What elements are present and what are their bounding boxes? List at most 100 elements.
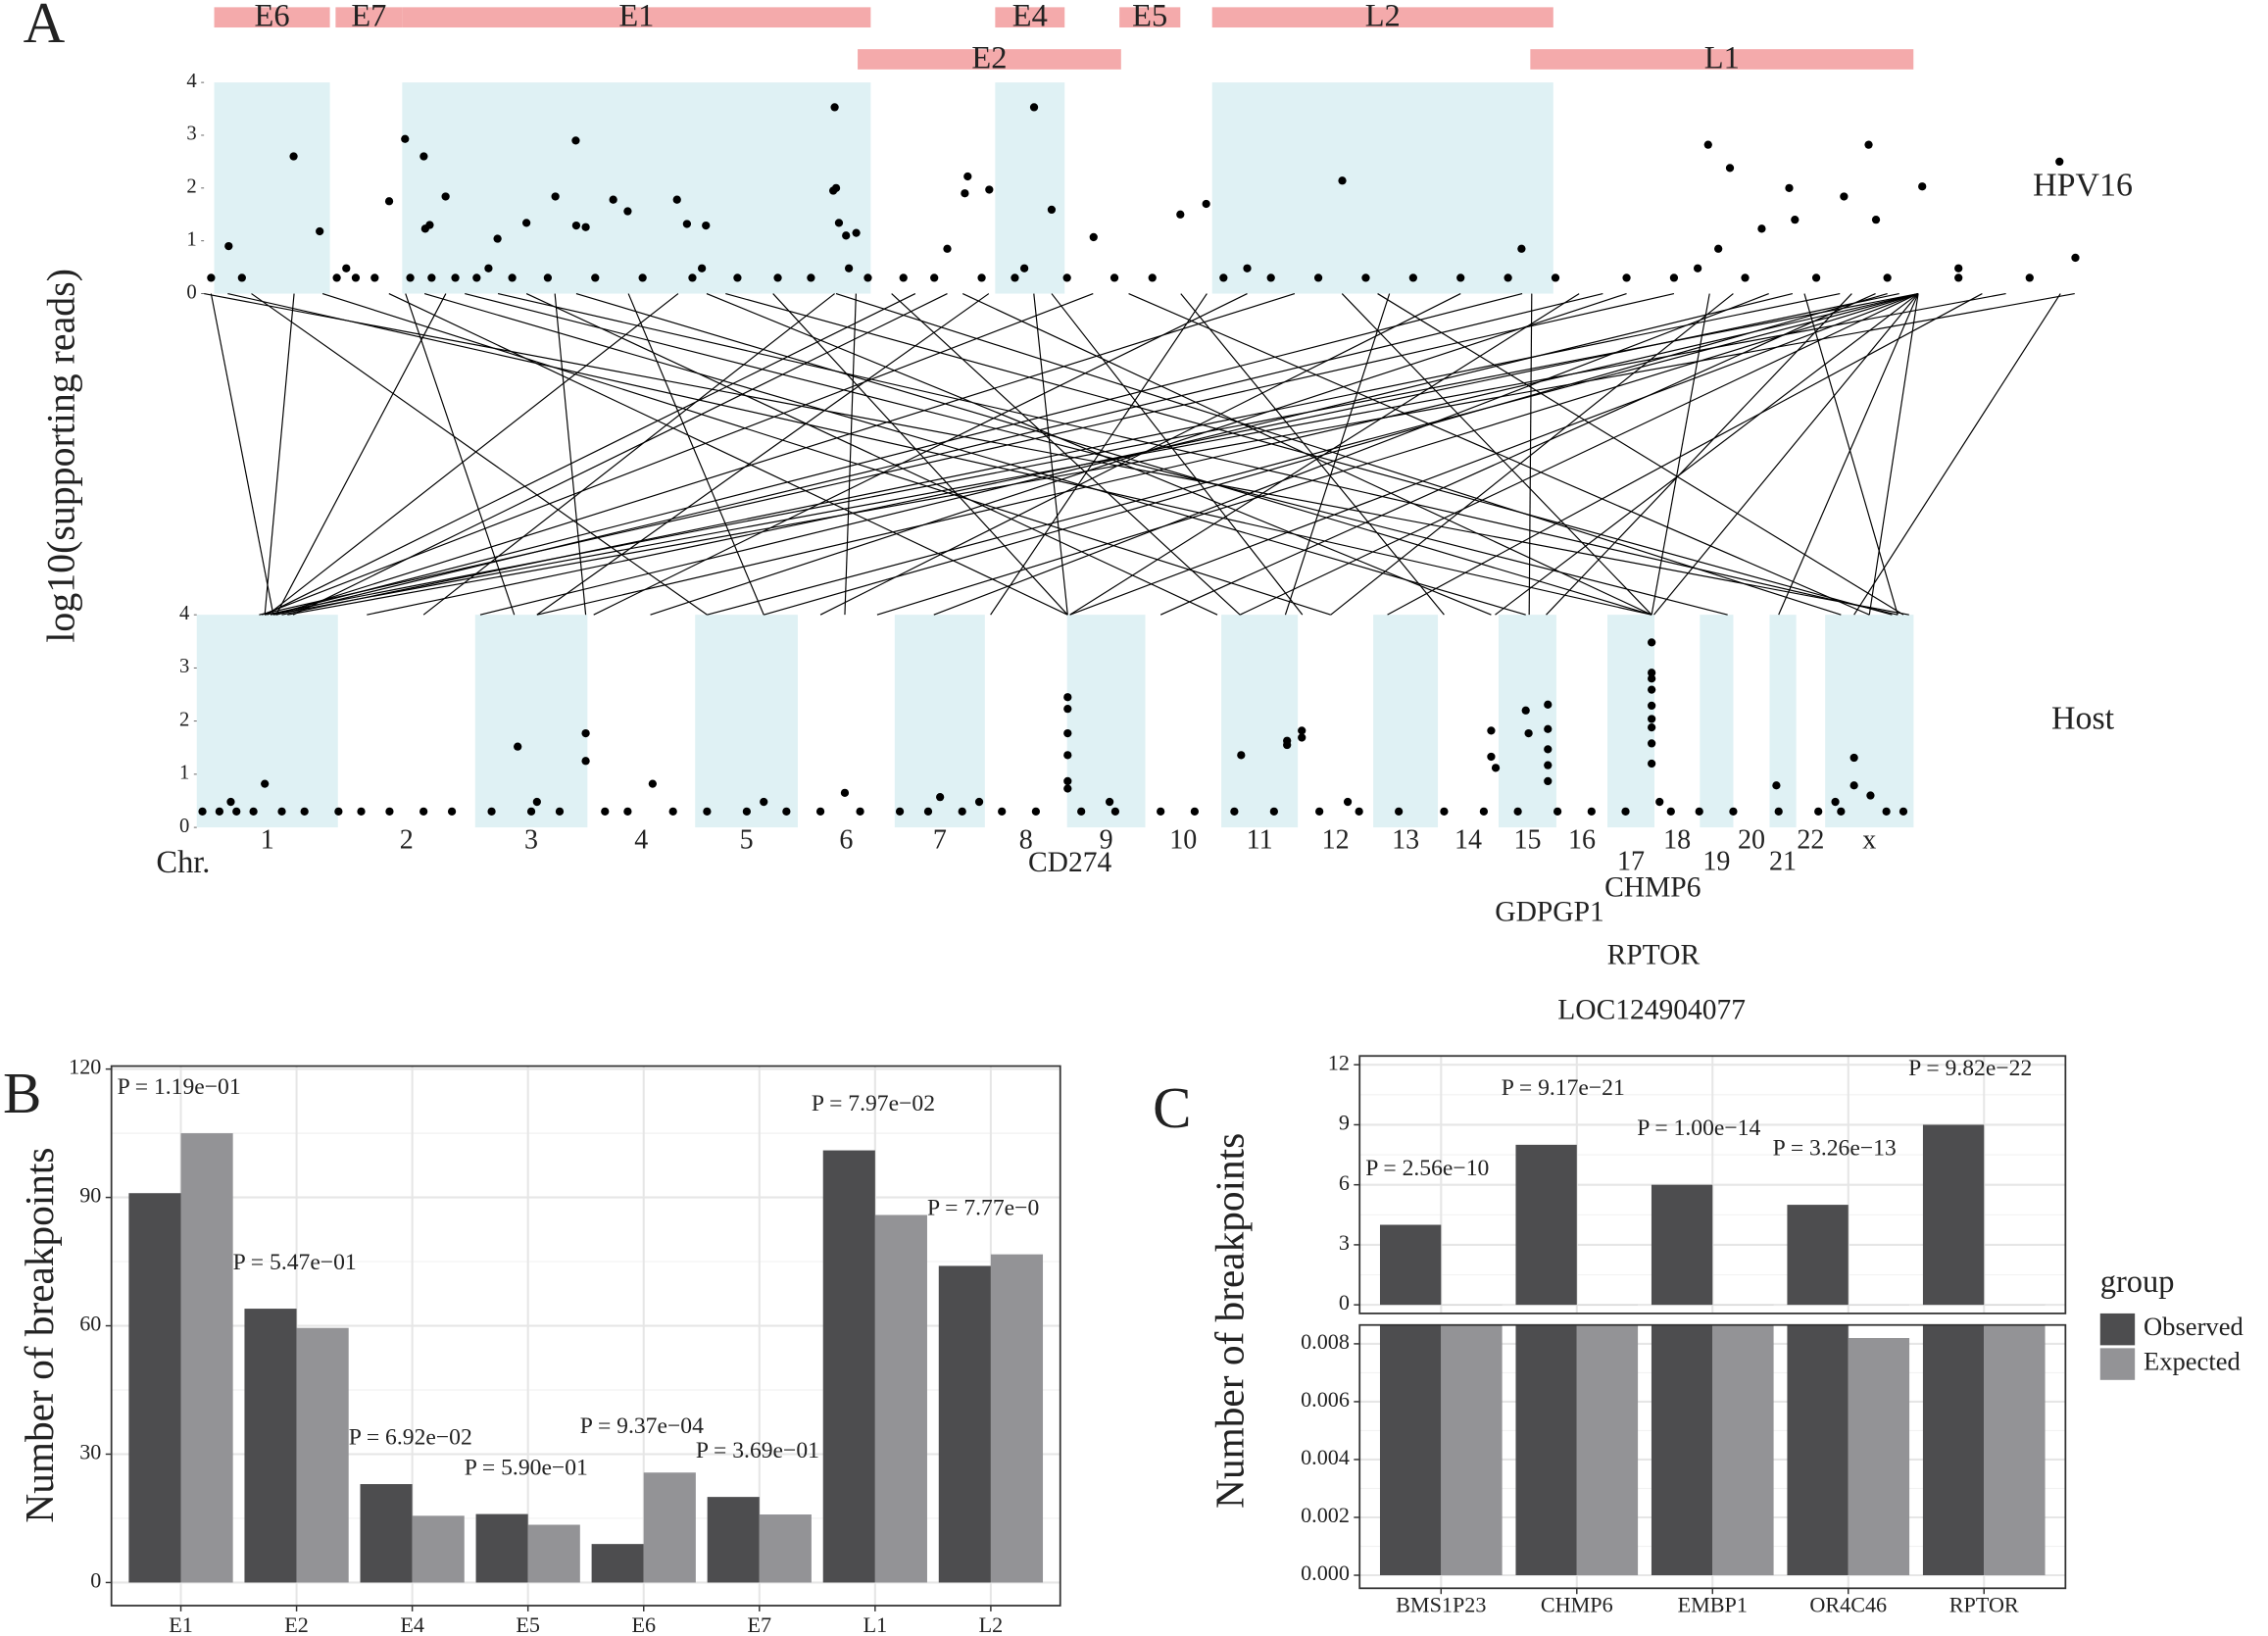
point bbox=[1487, 752, 1496, 762]
point bbox=[1029, 103, 1039, 112]
point bbox=[1440, 807, 1449, 816]
point bbox=[1219, 273, 1228, 282]
gene-box bbox=[402, 7, 871, 28]
point bbox=[1840, 192, 1849, 201]
point bbox=[224, 241, 233, 251]
point bbox=[782, 807, 791, 816]
bar bbox=[990, 1254, 1044, 1583]
integration-link bbox=[1128, 293, 1870, 616]
point bbox=[370, 273, 379, 282]
point bbox=[521, 219, 531, 227]
bar bbox=[759, 1514, 812, 1583]
point bbox=[1063, 751, 1072, 760]
integration-link bbox=[1853, 293, 2061, 616]
p-value-label: P = 3.69e−01 bbox=[696, 1438, 819, 1463]
bar bbox=[1515, 1324, 1577, 1576]
point bbox=[1110, 807, 1120, 816]
point bbox=[261, 779, 270, 788]
point bbox=[668, 807, 677, 816]
point bbox=[1791, 216, 1800, 224]
integration-link bbox=[275, 292, 1603, 616]
point bbox=[856, 807, 864, 816]
point bbox=[384, 197, 394, 206]
p-value-label: P = 2.56e−10 bbox=[1365, 1156, 1489, 1181]
y-axis-label: Number of breakpoints bbox=[1207, 1133, 1252, 1509]
point bbox=[484, 264, 493, 273]
point bbox=[1772, 781, 1781, 790]
y-tick-label: 4 bbox=[179, 603, 189, 624]
point bbox=[688, 273, 697, 282]
chromosome-label: 6 bbox=[839, 824, 853, 855]
point bbox=[601, 807, 610, 816]
y-tick-label: 90 bbox=[79, 1183, 101, 1208]
point bbox=[1298, 726, 1307, 735]
point bbox=[1063, 693, 1072, 702]
bar bbox=[1651, 1184, 1713, 1306]
point bbox=[1648, 638, 1656, 647]
point bbox=[1714, 244, 1723, 253]
gene-label: E4 bbox=[1012, 0, 1048, 34]
point bbox=[451, 273, 460, 282]
point bbox=[406, 273, 415, 282]
point bbox=[526, 807, 536, 816]
integration-link bbox=[1803, 293, 1898, 616]
point bbox=[1837, 807, 1846, 816]
point bbox=[998, 807, 1007, 816]
point bbox=[1954, 264, 1963, 273]
point bbox=[1882, 807, 1891, 816]
x-tick-label: L1 bbox=[863, 1612, 888, 1636]
point bbox=[1553, 807, 1562, 816]
point bbox=[441, 192, 450, 201]
point bbox=[1355, 807, 1363, 816]
point bbox=[514, 742, 522, 751]
bar bbox=[1651, 1324, 1713, 1576]
gene-label: E5 bbox=[1132, 0, 1167, 34]
point bbox=[773, 273, 782, 282]
gene-annotation: CD274 bbox=[1028, 847, 1111, 878]
y-tick-label: 0 bbox=[1339, 1290, 1350, 1314]
point bbox=[961, 189, 969, 198]
integration-link bbox=[891, 293, 1241, 616]
gene-box bbox=[995, 7, 1065, 28]
integration-link bbox=[627, 293, 764, 616]
chromosome-shade bbox=[1607, 615, 1655, 828]
point bbox=[1456, 273, 1465, 282]
integration-link bbox=[1528, 293, 1533, 616]
integration-link bbox=[422, 293, 835, 616]
point bbox=[1019, 264, 1029, 273]
gene-label: E1 bbox=[618, 0, 654, 34]
integration-link bbox=[262, 293, 1094, 616]
integration-link bbox=[287, 292, 2075, 616]
point bbox=[1898, 807, 1908, 816]
panel-letter: C bbox=[1153, 1075, 1191, 1140]
bar bbox=[296, 1327, 349, 1583]
y-tick-label: 6 bbox=[1339, 1170, 1350, 1195]
bar bbox=[475, 1513, 528, 1583]
integration-link bbox=[423, 292, 1526, 616]
point bbox=[1313, 273, 1323, 282]
bar bbox=[1712, 1324, 1774, 1576]
chromosome-shade bbox=[894, 615, 985, 828]
point bbox=[1544, 745, 1553, 754]
y-tick-label: 3 bbox=[1339, 1230, 1350, 1255]
integration-link bbox=[270, 292, 1523, 616]
integration-link bbox=[835, 293, 1842, 616]
bar bbox=[180, 1133, 233, 1583]
point bbox=[1343, 797, 1353, 807]
point bbox=[277, 807, 286, 816]
bar bbox=[591, 1544, 644, 1583]
point bbox=[1063, 776, 1072, 786]
point bbox=[682, 220, 692, 228]
point bbox=[581, 728, 590, 738]
integration-link bbox=[388, 293, 1068, 616]
point bbox=[581, 757, 590, 766]
y-tick-label: 12 bbox=[1328, 1050, 1350, 1074]
legend-label: Observed bbox=[2144, 1312, 2243, 1341]
point bbox=[351, 273, 361, 282]
gene-annotation: LOC124904077 bbox=[1557, 995, 1746, 1026]
integration-link bbox=[1341, 293, 1652, 616]
point bbox=[532, 797, 541, 807]
gene-annotation: CHMP6 bbox=[1604, 871, 1701, 903]
integration-link bbox=[1868, 293, 1919, 616]
